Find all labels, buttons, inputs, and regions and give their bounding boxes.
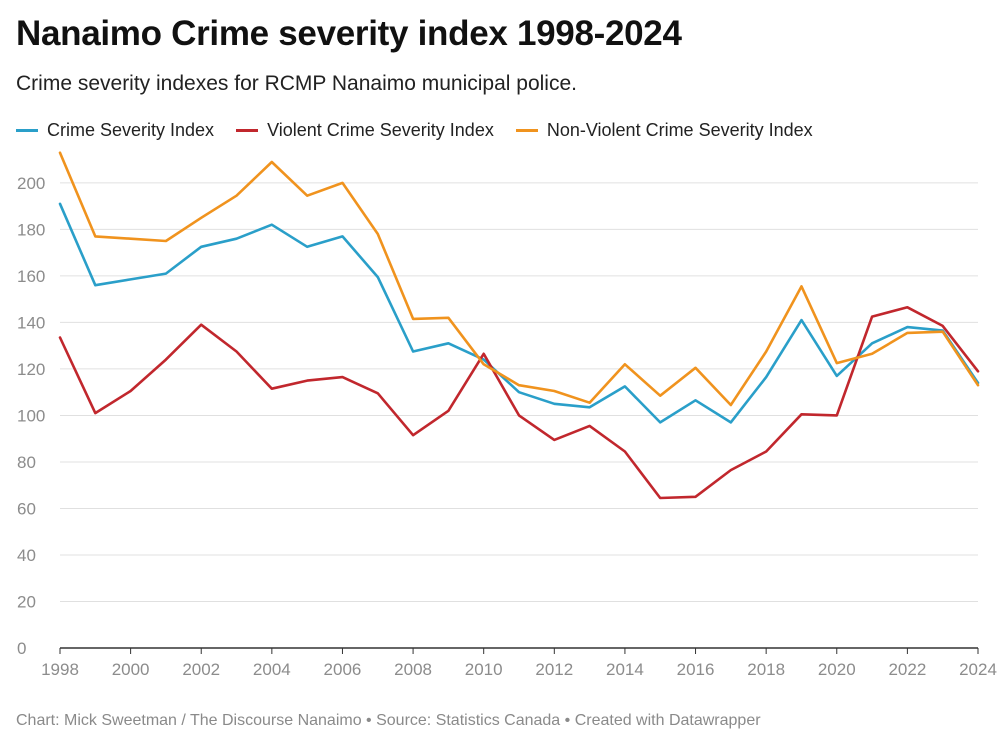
x-tick-label-2024: 2024 <box>959 660 997 679</box>
x-tick-label-2004: 2004 <box>253 660 291 679</box>
y-tick-label-160: 160 <box>17 267 45 286</box>
series-line-crime-severity-index <box>58 202 980 424</box>
y-tick-label-120: 120 <box>17 360 45 379</box>
x-tick-label-2022: 2022 <box>888 660 926 679</box>
x-tick-label-1998: 1998 <box>41 660 79 679</box>
legend-item-crime-severity: Crime Severity Index <box>16 120 214 141</box>
chart-title: Nanaimo Crime severity index 1998-2024 <box>16 14 682 53</box>
x-tick-label-2006: 2006 <box>324 660 362 679</box>
x-tick-label-2018: 2018 <box>747 660 785 679</box>
legend-swatch-violent-crime-severity <box>236 129 259 132</box>
y-tick-label-100: 100 <box>17 406 45 425</box>
x-tick-label-2012: 2012 <box>535 660 573 679</box>
y-tick-label-200: 200 <box>17 174 45 193</box>
x-tick-label-2002: 2002 <box>182 660 220 679</box>
y-tick-label-0: 0 <box>17 639 26 658</box>
y-tick-label-40: 40 <box>17 546 36 565</box>
y-tick-label-80: 80 <box>17 453 36 472</box>
x-tick-label-2014: 2014 <box>606 660 644 679</box>
chart-subtitle: Crime severity indexes for RCMP Nanaimo … <box>16 72 577 95</box>
legend-item-violent-crime-severity: Violent Crime Severity Index <box>236 120 494 141</box>
x-tick-label-2020: 2020 <box>818 660 856 679</box>
x-tick-label-2008: 2008 <box>394 660 432 679</box>
y-tick-label-180: 180 <box>17 220 45 239</box>
x-tick-label-2000: 2000 <box>112 660 150 679</box>
x-tick-label-2016: 2016 <box>677 660 715 679</box>
x-tick-label-2010: 2010 <box>465 660 503 679</box>
y-tick-label-60: 60 <box>17 499 36 518</box>
legend-swatch-crime-severity <box>16 129 38 132</box>
legend-item-non-violent-crime-severity: Non-Violent Crime Severity Index <box>515 120 813 141</box>
legend-swatch-non-violent-crime-severity <box>515 129 538 132</box>
y-tick-label-140: 140 <box>17 313 45 332</box>
legend-label-crime-severity: Crime Severity Index <box>47 120 215 140</box>
legend: Crime Severity Index Violent Crime Sever… <box>16 120 835 141</box>
legend-label-non-violent-crime-severity: Non-Violent Crime Severity Index <box>546 120 813 140</box>
series-line-violent-crime-severity-index <box>58 305 980 500</box>
series-line-non-violent-crime-severity-index <box>58 151 980 407</box>
legend-label-violent-crime-severity: Violent Crime Severity Index <box>267 120 494 140</box>
footer-credit: Chart: Mick Sweetman / The Discourse Nan… <box>16 712 761 729</box>
y-tick-label-20: 20 <box>17 592 36 611</box>
